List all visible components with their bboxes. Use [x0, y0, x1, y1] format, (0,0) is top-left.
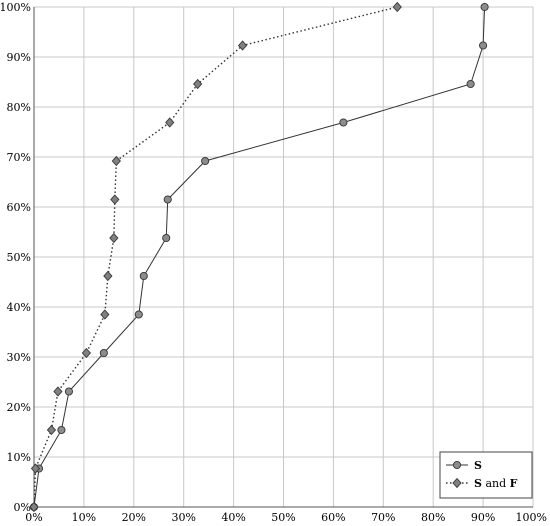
legend: S S and F — [439, 451, 533, 499]
y-tick-label: 100% — [0, 1, 31, 14]
data-point — [139, 271, 148, 281]
x-tick-label: 30% — [171, 511, 195, 524]
data-point — [110, 194, 120, 205]
data-point — [29, 501, 39, 513]
x-tick-label: 60% — [321, 511, 345, 524]
data-point — [30, 463, 41, 474]
y-tick-label: 10% — [7, 451, 31, 464]
x-tick-label: 20% — [122, 511, 146, 524]
y-tick-label: 60% — [7, 201, 31, 214]
y-tick-labels: 0% 10% 20% 30% 40% 50% 60% 70% 80% 90% 100% — [0, 1, 31, 514]
x-tick-label: 80% — [421, 511, 445, 524]
data-point — [81, 347, 91, 359]
y-tick-label: 30% — [7, 351, 31, 364]
data-point — [237, 40, 248, 51]
y-tick-label: 90% — [7, 51, 31, 64]
data-point — [193, 78, 203, 90]
legend-label-sf: S and F — [474, 477, 518, 490]
series-s-and-f — [29, 1, 402, 513]
axes — [33, 7, 533, 508]
x-tick-label: 90% — [471, 511, 495, 524]
x-tick-label: 40% — [221, 511, 245, 524]
data-point — [64, 387, 73, 396]
series-line — [33, 6, 398, 508]
y-tick-label: 20% — [7, 401, 31, 414]
x-tick-label: 100% — [516, 511, 547, 524]
legend-box — [439, 451, 533, 499]
data-point — [111, 155, 121, 167]
x-tick-label: 0% — [25, 511, 42, 524]
data-point — [57, 425, 66, 435]
data-point — [162, 233, 171, 243]
data-point — [165, 117, 175, 128]
data-point — [392, 1, 402, 13]
x-tick-label: 70% — [371, 511, 395, 524]
series-line — [33, 6, 486, 508]
data-point — [201, 156, 210, 166]
legend-marker-sf — [452, 477, 462, 489]
x-tick-label: 50% — [271, 511, 295, 524]
data-point — [103, 270, 113, 282]
x-tick-labels: 0% 10% 20% 30% 40% 50% 60% 70% 80% 90% 100% — [25, 511, 547, 524]
y-tick-label: 40% — [7, 301, 31, 314]
data-point — [480, 2, 489, 12]
data-point — [100, 309, 110, 320]
data-point — [53, 386, 63, 397]
grid — [33, 6, 534, 508]
legend-label-s: S — [474, 459, 482, 472]
data-point — [466, 79, 475, 89]
data-point — [109, 232, 119, 244]
data-point — [479, 41, 488, 50]
data-point — [163, 195, 172, 204]
data-point — [339, 118, 348, 127]
x-tick-label: 10% — [72, 511, 96, 524]
y-tick-label: 0% — [14, 501, 31, 514]
y-tick-label: 80% — [7, 101, 31, 114]
series-layer — [29, 1, 489, 513]
y-tick-label: 70% — [7, 151, 31, 164]
legend-marker-s — [452, 460, 462, 470]
data-point — [134, 310, 143, 319]
y-tick-label: 50% — [7, 251, 31, 264]
data-point — [99, 348, 108, 358]
data-point — [46, 424, 57, 436]
